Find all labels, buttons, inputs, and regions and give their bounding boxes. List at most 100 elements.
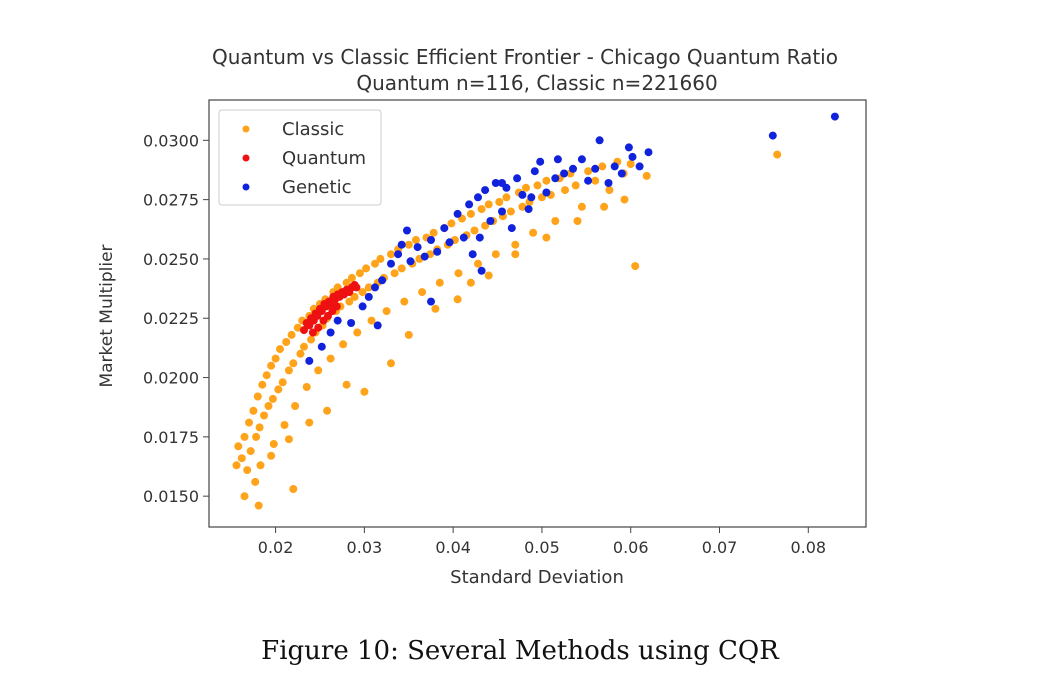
- x-tick-label: 0.05: [524, 538, 560, 557]
- classic-point: [282, 338, 291, 346]
- classic-point: [278, 378, 287, 387]
- genetic-point: [560, 169, 569, 178]
- quantum-point: [332, 302, 341, 311]
- genetic-point: [530, 167, 539, 176]
- genetic-point: [584, 176, 593, 185]
- classic-point: [284, 366, 293, 375]
- genetic-point: [524, 205, 533, 214]
- classic-point: [271, 354, 280, 363]
- genetic-point: [305, 356, 314, 365]
- classic-point: [367, 316, 376, 325]
- y-tick-label: 0.0225: [143, 309, 199, 328]
- classic-point: [474, 259, 482, 268]
- legend-marker-quantum: [242, 154, 250, 162]
- genetic-point: [427, 236, 435, 244]
- y-tick-label: 0.0150: [143, 487, 199, 506]
- x-tick-label: 0.07: [702, 538, 738, 557]
- classic-point: [551, 217, 560, 225]
- classic-point: [390, 269, 399, 278]
- classic-point: [453, 295, 462, 304]
- chart-subtitle: Quantum n=116, Classic n=221660: [356, 71, 717, 95]
- classic-point: [305, 418, 314, 427]
- genetic-point: [624, 143, 633, 152]
- classic-point: [533, 181, 542, 190]
- genetic-point: [628, 152, 637, 161]
- y-tick-label: 0.0250: [143, 250, 199, 269]
- classic-point: [237, 454, 246, 463]
- legend-label-classic: Classic: [282, 119, 344, 140]
- classic-point: [591, 176, 600, 185]
- classic-point: [577, 202, 586, 211]
- genetic-point: [518, 190, 527, 199]
- figure-caption: Figure 10: Several Methods using CQR: [261, 636, 779, 666]
- classic-point: [511, 240, 520, 249]
- classic-point: [542, 176, 551, 185]
- x-tick-label: 0.02: [258, 538, 294, 557]
- classic-point: [773, 150, 782, 159]
- classic-point: [268, 394, 277, 403]
- classic-point: [300, 342, 308, 351]
- classic-point: [376, 254, 385, 263]
- classic-point: [477, 205, 486, 214]
- classic-point: [314, 366, 323, 375]
- classic-point: [280, 421, 289, 429]
- x-tick-label: 0.08: [790, 538, 826, 557]
- genetic-point: [527, 193, 536, 202]
- legend-label-quantum: Quantum: [282, 148, 366, 169]
- genetic-point: [373, 321, 382, 330]
- classic-point: [258, 380, 267, 389]
- classic-point: [289, 485, 298, 493]
- y-tick-label: 0.0200: [143, 369, 199, 388]
- classic-point: [454, 269, 463, 278]
- classic-point: [350, 292, 359, 301]
- classic-point: [255, 423, 264, 432]
- genetic-point: [498, 179, 506, 187]
- classic-point: [600, 202, 609, 211]
- quantum-point: [308, 328, 317, 337]
- legend-marker-classic: [242, 125, 250, 133]
- genetic-point: [347, 319, 356, 327]
- genetic-point: [610, 162, 619, 171]
- classic-point: [387, 250, 395, 259]
- quantum-point: [300, 326, 308, 335]
- genetic-point: [445, 238, 454, 247]
- classic-point: [371, 259, 379, 268]
- classic-point: [253, 392, 262, 401]
- classic-point: [511, 250, 520, 259]
- classic-point: [362, 264, 371, 273]
- classic-point: [495, 198, 504, 206]
- genetic-point: [475, 233, 484, 242]
- classic-point: [470, 226, 479, 235]
- genetic-point: [468, 250, 477, 259]
- classic-point: [232, 461, 241, 470]
- classic-point: [323, 406, 332, 415]
- classic-point: [466, 209, 475, 218]
- chart-title: Quantum vs Classic Efficient Frontier - …: [212, 45, 838, 69]
- genetic-point: [536, 157, 545, 166]
- genetic-point: [465, 200, 474, 209]
- classic-point: [302, 383, 311, 391]
- genetic-point: [427, 297, 435, 306]
- classic-point: [360, 387, 369, 396]
- classic-point: [561, 186, 569, 195]
- genetic-point: [433, 247, 442, 256]
- genetic-point: [542, 188, 551, 197]
- classic-point: [251, 477, 260, 486]
- classic-point: [358, 288, 367, 297]
- classic-point: [620, 195, 629, 204]
- classic-point: [529, 228, 538, 237]
- genetic-point: [553, 155, 562, 164]
- classic-point: [353, 328, 362, 337]
- genetic-point: [498, 207, 506, 216]
- classic-point: [518, 202, 527, 211]
- classic-point: [267, 451, 276, 460]
- classic-point: [502, 193, 511, 202]
- classic-point: [447, 219, 456, 228]
- genetic-point: [591, 164, 600, 173]
- classic-point: [284, 435, 293, 444]
- y-axis-ticks: 0.0150 0.0175 0.0200 0.0225 0.0250 0.0275 0.03…: [143, 131, 209, 506]
- genetic-point: [317, 342, 326, 351]
- quantum-point: [314, 323, 323, 332]
- x-tick-label: 0.03: [347, 538, 383, 557]
